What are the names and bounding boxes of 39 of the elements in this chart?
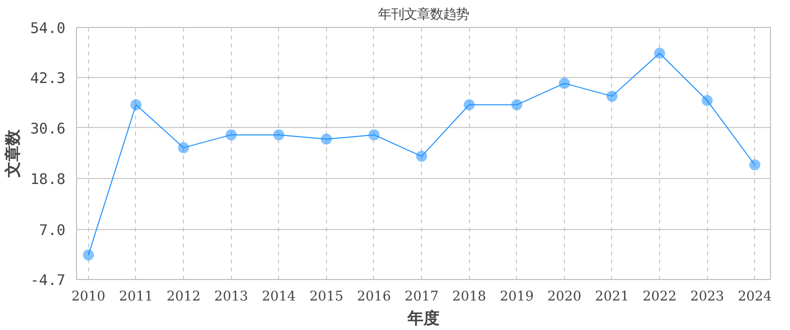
x-tick-label: 2024 bbox=[738, 290, 772, 304]
y-tick-label: -4.7 bbox=[30, 272, 66, 289]
point bbox=[558, 78, 570, 89]
chart-title: 年刊文章数趋势 bbox=[378, 8, 469, 22]
x-tick-label: 2013 bbox=[214, 290, 248, 304]
point bbox=[606, 90, 618, 102]
y-axis-title: 文章数 bbox=[3, 128, 22, 178]
x-axis-title: 年度 bbox=[406, 308, 440, 328]
x-tick-label: 2015 bbox=[309, 290, 344, 304]
x-tick-label: 2017 bbox=[404, 290, 439, 304]
point bbox=[178, 142, 190, 154]
point bbox=[226, 129, 237, 140]
point bbox=[273, 129, 284, 140]
point bbox=[702, 94, 713, 106]
x-tick-label: 2022 bbox=[642, 290, 677, 304]
point bbox=[130, 99, 142, 110]
y-tick-label: 42.3 bbox=[30, 70, 66, 88]
x-tick-label: 2020 bbox=[547, 290, 582, 304]
point bbox=[82, 250, 94, 261]
point bbox=[749, 159, 760, 170]
point bbox=[320, 134, 332, 145]
x-tick-label: 2012 bbox=[166, 290, 201, 304]
point bbox=[464, 99, 475, 110]
x-tick-label: 2011 bbox=[119, 290, 153, 304]
y-tick-label: 7.0 bbox=[39, 222, 66, 239]
x-tick-label: 2010 bbox=[71, 290, 106, 304]
x-tick-label: 2019 bbox=[500, 290, 534, 304]
x-tick-label: 2018 bbox=[452, 290, 486, 304]
y-tick-label: 54.0 bbox=[30, 20, 66, 37]
x-tick-label: 2021 bbox=[595, 290, 629, 304]
point bbox=[416, 150, 428, 162]
x-tick-label: 2014 bbox=[262, 290, 296, 304]
point bbox=[511, 99, 522, 110]
y-tick-label: 30.6 bbox=[30, 120, 66, 138]
point bbox=[654, 48, 666, 59]
x-tick-label: 2023 bbox=[690, 290, 724, 304]
point bbox=[368, 129, 380, 140]
x-tick-label: 2016 bbox=[357, 290, 391, 304]
y-tick-label: 18.8 bbox=[30, 171, 66, 188]
